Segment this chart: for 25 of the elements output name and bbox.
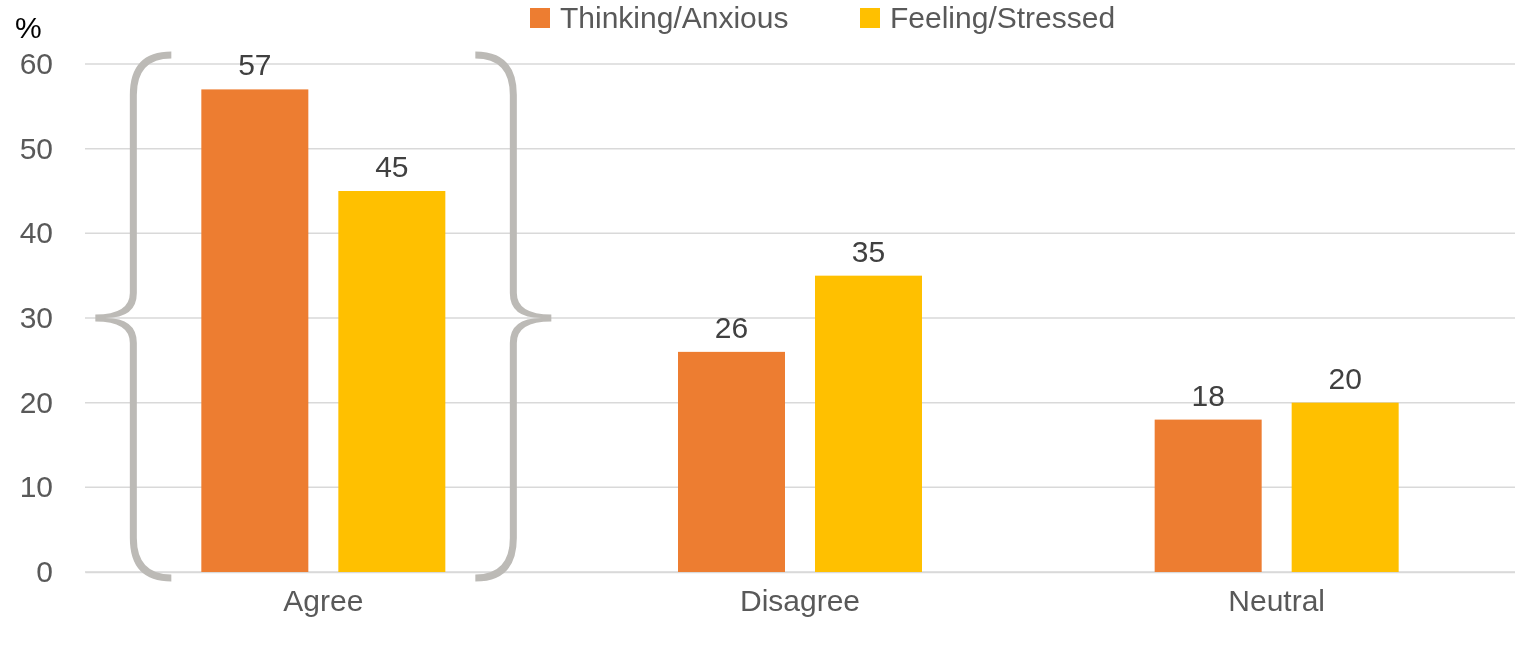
data-label: 57 [238,48,272,82]
y-tick-label: 40 [19,216,53,250]
x-tick-label: Neutral [1228,584,1326,618]
y-tick-label: 50 [19,131,53,165]
bar [815,275,922,572]
x-tick-label: Disagree [739,584,861,618]
y-axis-title: % [15,11,42,44]
bar [678,351,785,572]
bar [1154,419,1262,572]
y-tick-label: 30 [19,301,53,335]
data-label: 35 [851,234,886,268]
y-tick-label: 60 [19,47,53,81]
bar [338,191,446,572]
y-tick-label: 20 [19,385,53,419]
data-label: 26 [714,310,749,344]
y-tick-label: 0 [36,555,53,589]
legend-label: Thinking/Anxious [560,1,789,34]
data-label: 20 [1328,361,1362,395]
bar [201,89,309,572]
data-label: 45 [375,150,409,183]
data-label: 18 [1191,378,1225,412]
y-tick-label: 10 [19,470,53,504]
bar [1291,402,1399,572]
legend-label: Feeling/Stressed [890,1,1116,34]
x-tick-label: Agree [283,584,364,618]
